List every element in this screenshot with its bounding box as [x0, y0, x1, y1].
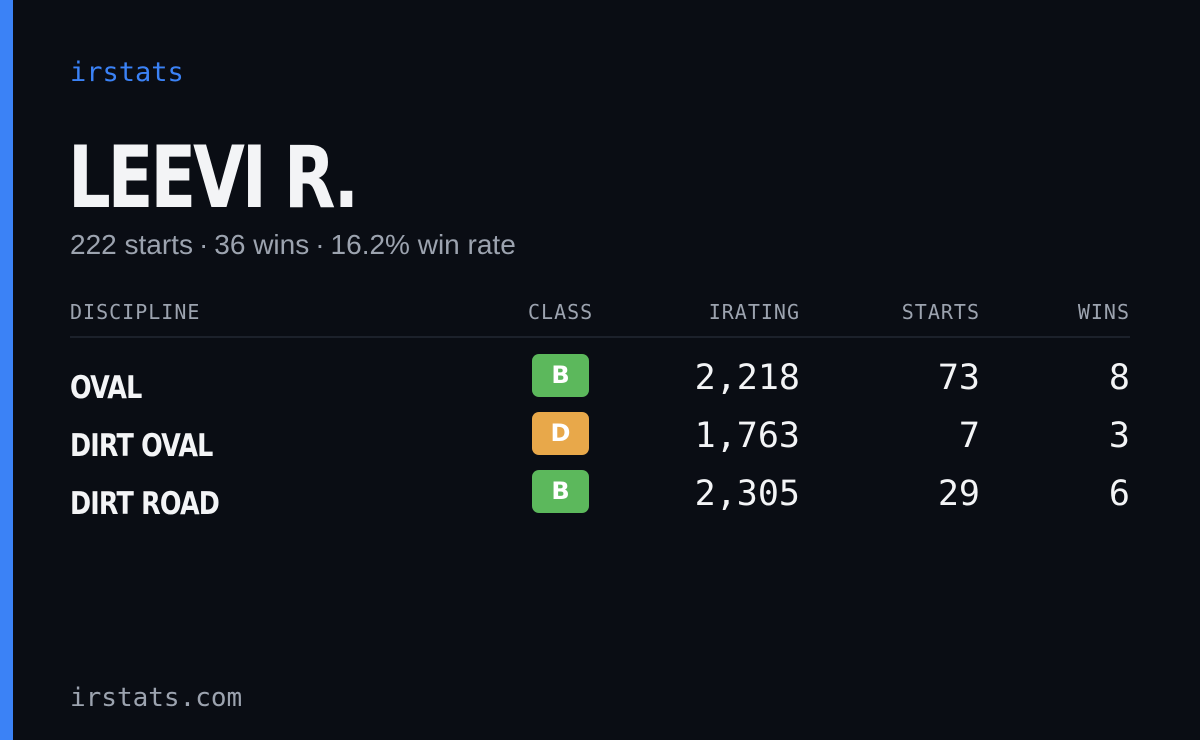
header-wins: WINS — [1077, 300, 1130, 324]
table-header-row: DISCIPLINE CLASS IRATING STARTS WINS — [70, 296, 1130, 338]
table-row: DIRT ROAD B 2,305 29 6 — [70, 470, 1130, 528]
class-badge: D — [532, 412, 589, 455]
win-rate-summary: 16.2% win rate — [330, 229, 516, 260]
discipline-name: DIRT ROAD — [70, 486, 220, 522]
driver-summary: 222 starts · 36 wins · 16.2% win rate — [70, 226, 516, 264]
irating-value: 2,305 — [694, 474, 800, 514]
driver-name: LEEVI R. — [68, 128, 359, 228]
table-row: OVAL B 2,218 73 8 — [70, 354, 1130, 412]
header-discipline: DISCIPLINE — [70, 300, 201, 324]
irating-value: 1,763 — [694, 416, 800, 456]
table-row: DIRT OVAL D 1,763 7 3 — [70, 412, 1130, 470]
wins-summary: 36 wins — [214, 229, 310, 260]
class-badge: B — [532, 354, 589, 397]
stats-table: DISCIPLINE CLASS IRATING STARTS WINS OVA… — [70, 296, 1130, 528]
discipline-name: DIRT OVAL — [70, 428, 213, 464]
accent-bar — [0, 0, 13, 740]
header-starts: STARTS — [901, 300, 980, 324]
class-badge: B — [532, 470, 589, 513]
wins-value: 8 — [1108, 358, 1130, 398]
starts-value: 7 — [958, 416, 980, 456]
wins-value: 3 — [1108, 416, 1130, 456]
irating-value: 2,218 — [694, 358, 800, 398]
starts-summary: 222 starts — [70, 229, 193, 260]
separator: · — [315, 229, 325, 260]
header-class: CLASS — [528, 300, 594, 324]
header-irating: IRATING — [708, 300, 800, 324]
footer-domain-link[interactable]: irstats.com — [70, 683, 243, 713]
brand-logo[interactable]: irstats — [70, 57, 184, 88]
discipline-name: OVAL — [70, 370, 142, 406]
starts-value: 73 — [937, 358, 980, 398]
wins-value: 6 — [1108, 474, 1130, 514]
separator: · — [198, 229, 209, 260]
starts-value: 29 — [937, 474, 980, 514]
